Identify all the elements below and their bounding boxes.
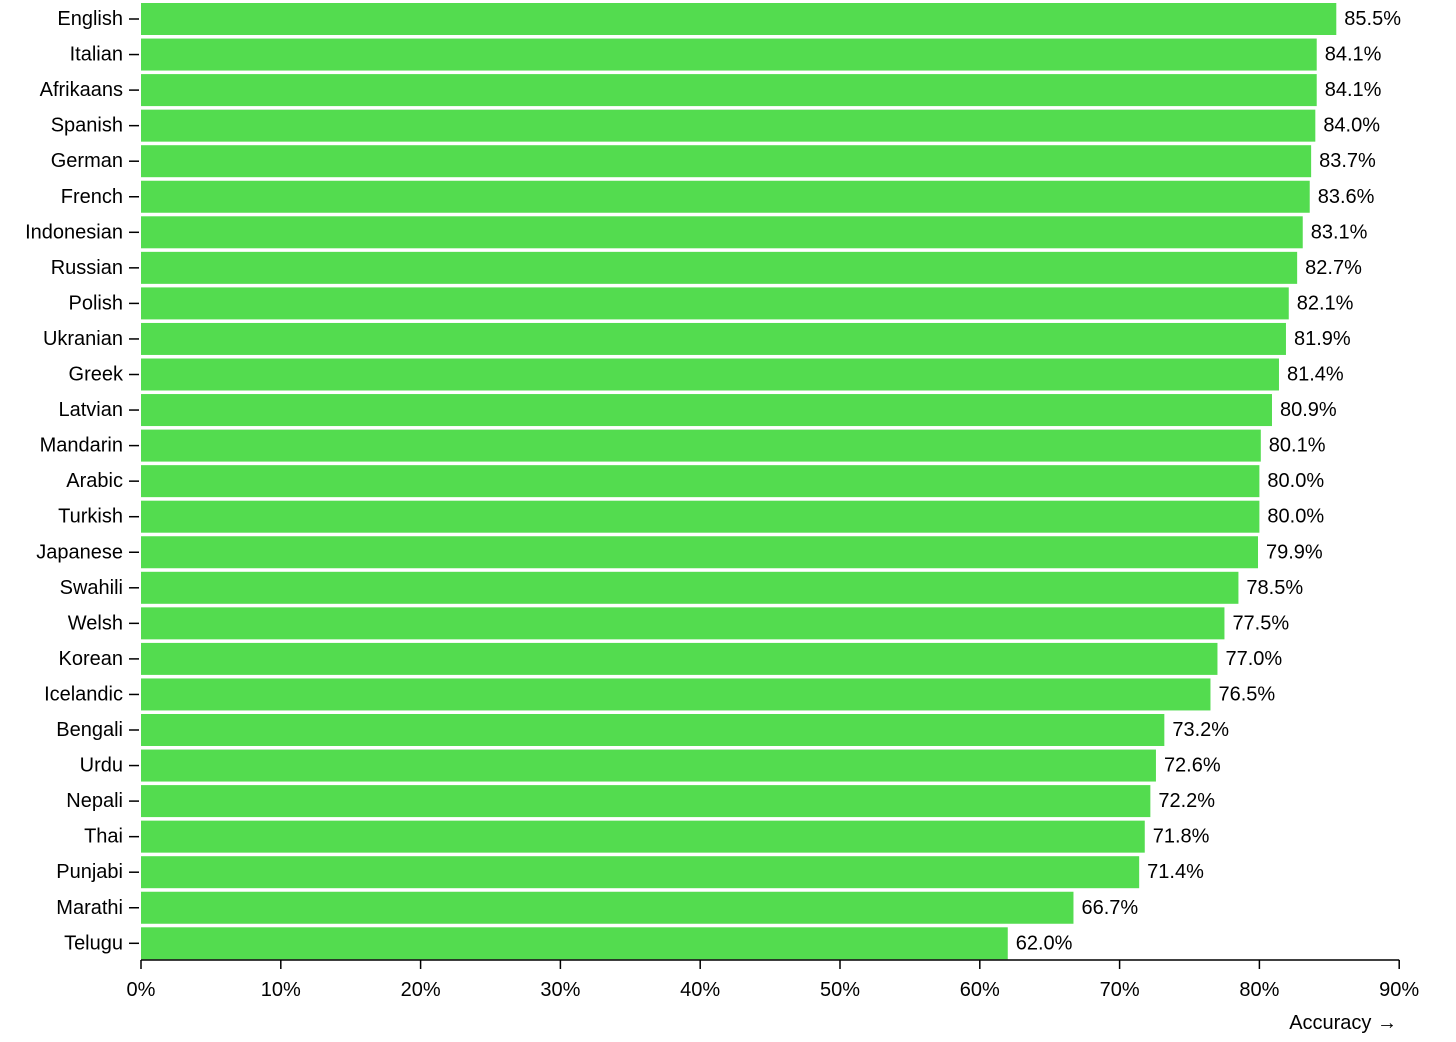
data-label: 80.0%	[1267, 470, 1324, 492]
category-label: Japanese	[36, 541, 123, 563]
bar-marathi	[141, 891, 1074, 924]
category-label: Ukranian	[43, 328, 123, 350]
category-label: Marathi	[56, 897, 123, 919]
x-tick-label: 50%	[820, 979, 860, 1001]
data-label: 77.5%	[1232, 612, 1289, 634]
bar-welsh	[141, 607, 1225, 640]
data-label: 84.0%	[1323, 115, 1380, 137]
x-tick-label: 90%	[1379, 979, 1419, 1001]
category-label: Telugu	[64, 932, 123, 954]
data-label: 83.6%	[1318, 186, 1375, 208]
data-label: 78.5%	[1246, 577, 1303, 599]
value-labels-group: 85.5% 84.1% 84.1% 84.0% 83.7% 83.6% 83.1% 82.7%…	[1016, 8, 1401, 954]
category-label: French	[61, 186, 123, 208]
x-tick-label: 80%	[1239, 979, 1279, 1001]
bar-polish	[141, 287, 1289, 320]
bar-german	[141, 145, 1312, 178]
data-label: 76.5%	[1218, 683, 1275, 705]
x-axis-title: Accuracy →	[1289, 1012, 1397, 1034]
data-label: 84.1%	[1325, 44, 1382, 66]
x-tick-label: 40%	[680, 979, 720, 1001]
category-label: Nepali	[66, 790, 123, 812]
category-label: Thai	[84, 826, 123, 848]
bar-swahili	[141, 571, 1239, 604]
data-label: 80.9%	[1280, 399, 1337, 421]
data-label: 80.0%	[1267, 506, 1324, 528]
bar-korean	[141, 642, 1218, 675]
category-label: Latvian	[59, 399, 124, 421]
bar-bengali	[141, 714, 1165, 746]
category-label: Indonesian	[25, 221, 123, 243]
bar-greek	[141, 358, 1279, 391]
y-axis: English Italian Afrikaans Spanish German Fren…	[25, 8, 139, 954]
x-tick-label: 20%	[401, 979, 441, 1001]
data-label: 84.1%	[1325, 79, 1382, 101]
category-label: Korean	[59, 648, 124, 670]
category-label: German	[51, 150, 123, 172]
category-label: Arabic	[66, 470, 123, 492]
data-label: 66.7%	[1081, 897, 1138, 919]
data-label: 83.7%	[1319, 150, 1376, 172]
category-label: Urdu	[80, 755, 123, 777]
bar-english	[141, 3, 1337, 35]
bar-thai	[141, 820, 1145, 853]
category-label: Bengali	[56, 719, 123, 741]
x-tick-label: 30%	[540, 979, 580, 1001]
category-label: English	[57, 8, 123, 30]
bar-japanese	[141, 536, 1259, 569]
category-label: Afrikaans	[40, 79, 123, 101]
category-label: Italian	[70, 44, 123, 66]
category-label: Icelandic	[44, 683, 123, 705]
data-label: 85.5%	[1344, 8, 1401, 30]
data-label: 73.2%	[1172, 719, 1229, 741]
bar-spanish	[141, 109, 1316, 142]
bar-punjabi	[141, 856, 1140, 889]
bar-telugu	[141, 927, 1008, 960]
bar-italian	[141, 38, 1317, 71]
bar-indonesian	[141, 216, 1303, 249]
category-label: Turkish	[58, 506, 123, 528]
data-label: 83.1%	[1311, 221, 1368, 243]
bar-turkish	[141, 500, 1260, 533]
x-tick-label: 0%	[127, 979, 156, 1001]
bar-ukranian	[141, 322, 1286, 355]
data-label: 71.4%	[1147, 861, 1204, 883]
data-label: 81.4%	[1287, 364, 1344, 386]
data-label: 81.9%	[1294, 328, 1351, 350]
bar-afrikaans	[141, 74, 1317, 107]
data-label: 82.7%	[1305, 257, 1362, 279]
bar-icelandic	[141, 678, 1211, 711]
data-label: 62.0%	[1016, 932, 1073, 954]
bar-latvian	[141, 394, 1272, 427]
category-label: Polish	[69, 292, 123, 314]
x-axis: 0% 10% 20% 30% 40% 50% 60% 70% 80% 90%	[127, 959, 1419, 1001]
bars-group	[141, 3, 1337, 960]
data-label: 71.8%	[1153, 826, 1210, 848]
data-label: 72.2%	[1158, 790, 1215, 812]
bar-french	[141, 180, 1310, 213]
bar-russian	[141, 251, 1298, 284]
category-label: Russian	[51, 257, 123, 279]
data-label: 79.9%	[1266, 541, 1323, 563]
category-label: Swahili	[60, 577, 123, 599]
category-label: Punjabi	[56, 861, 123, 883]
data-label: 80.1%	[1269, 435, 1326, 457]
x-tick-label: 70%	[1100, 979, 1140, 1001]
bar-nepali	[141, 785, 1151, 818]
category-label: Spanish	[51, 115, 123, 137]
data-label: 77.0%	[1225, 648, 1282, 670]
bar-mandarin	[141, 429, 1261, 462]
category-label: Greek	[69, 364, 124, 386]
data-label: 82.1%	[1297, 292, 1354, 314]
data-label: 72.6%	[1164, 755, 1221, 777]
category-label: Welsh	[68, 612, 123, 634]
x-tick-label: 10%	[261, 979, 301, 1001]
bar-arabic	[141, 465, 1260, 498]
x-tick-label: 60%	[960, 979, 1000, 1001]
bar-urdu	[141, 749, 1156, 782]
category-label: Mandarin	[40, 435, 123, 457]
